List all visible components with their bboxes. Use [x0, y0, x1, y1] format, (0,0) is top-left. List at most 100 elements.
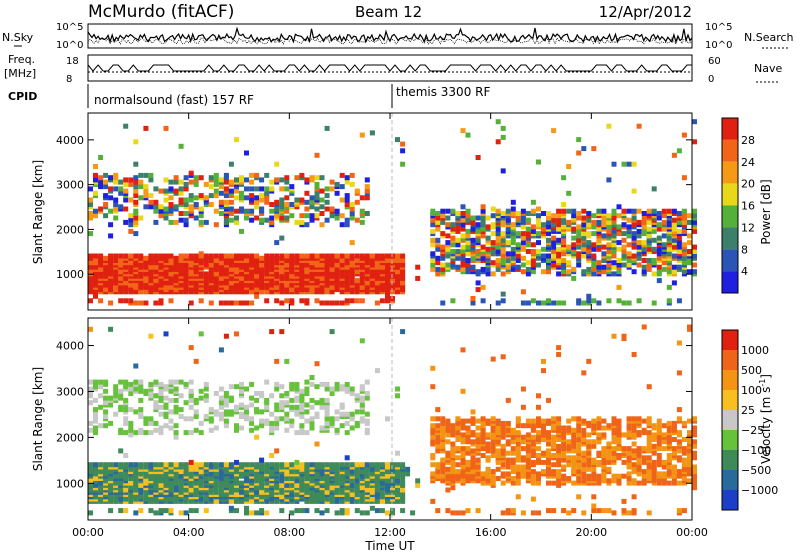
heatmap-cell [123, 379, 129, 385]
heatmap-cell [208, 462, 214, 468]
heatmap-cell [259, 391, 265, 396]
heatmap-cell [556, 271, 562, 277]
heatmap-cell [93, 407, 98, 413]
heatmap-cell [475, 418, 481, 424]
heatmap-cell [213, 462, 219, 468]
heatmap-cell [264, 480, 270, 486]
heatmap-cell [113, 215, 119, 221]
heatmap-cell [440, 244, 446, 250]
heatmap-cell [551, 416, 557, 422]
heatmap-cell [525, 464, 531, 470]
nsearch-tick-top: 10^5 [705, 22, 732, 33]
heatmap-cell [646, 233, 652, 239]
heatmap-cell [239, 190, 244, 196]
heatmap-cell [616, 418, 622, 424]
heatmap-cell [203, 219, 209, 225]
heatmap-cell [581, 478, 587, 484]
heatmap-cell [93, 253, 98, 259]
heatmap-cell [566, 208, 572, 214]
heatmap-cell [687, 324, 692, 330]
heatmap-cell [596, 208, 602, 214]
heatmap-cell [651, 300, 657, 306]
heatmap-cell [173, 423, 179, 429]
heatmap-cell [646, 246, 652, 252]
heatmap-cell [551, 434, 557, 440]
heatmap-cell [460, 266, 466, 272]
power-colorbar-band [722, 183, 738, 206]
heatmap-cell [88, 298, 93, 304]
heatmap-cell [259, 508, 265, 514]
heatmap-cell [576, 455, 582, 461]
heatmap-cell [339, 462, 345, 468]
heatmap-cell [581, 242, 587, 248]
heatmap-cell [520, 404, 526, 410]
heatmap-cell [651, 423, 657, 429]
heatmap-cell [98, 379, 104, 385]
heatmap-cell [450, 235, 456, 241]
heatmap-cell [289, 510, 295, 516]
heatmap-cell [480, 255, 486, 261]
heatmap-cell [646, 455, 652, 461]
heatmap-cell [520, 269, 526, 275]
heatmap-cell [108, 175, 114, 181]
heatmap-cell [551, 249, 557, 254]
velocity-colorbar-tick-6: −500 [741, 464, 771, 477]
heatmap-cell [676, 244, 682, 250]
heatmap-cell [339, 508, 345, 514]
heatmap-cell [93, 462, 98, 468]
heatmap-cell [359, 219, 365, 225]
heatmap-cell [279, 508, 285, 514]
heatmap-cell [601, 222, 607, 228]
heatmap-cell [631, 427, 637, 433]
heatmap-cell [339, 411, 345, 417]
heatmap-cell [480, 284, 486, 290]
heatmap-cell [561, 237, 567, 243]
heatmap-cell [671, 471, 677, 477]
heatmap-cell [510, 240, 516, 246]
heatmap-cell [651, 208, 657, 214]
heatmap-cell [254, 215, 260, 221]
heatmap-cell [460, 211, 466, 216]
heatmap-cell [450, 249, 456, 254]
heatmap-cell [430, 222, 436, 228]
heatmap-cell [520, 446, 526, 452]
heatmap-cell [123, 430, 129, 436]
heatmap-cell [561, 457, 567, 463]
heatmap-cell [364, 211, 370, 216]
heatmap-cell [641, 219, 647, 225]
heatmap-cell [364, 184, 370, 190]
heatmap-cell [510, 446, 516, 452]
power-colorbar-tick-2: 12 [741, 221, 755, 234]
heatmap-cell [692, 262, 697, 268]
heatmap-cell [304, 418, 310, 424]
heatmap-cell [561, 269, 567, 275]
heatmap-cell [636, 446, 642, 452]
heatmap-cell [168, 418, 174, 424]
heatmap-cell [687, 213, 692, 219]
heatmap-cell [586, 211, 592, 216]
heatmap-cell [359, 280, 365, 286]
heatmap-cell [218, 300, 224, 306]
heatmap-cell [551, 453, 557, 458]
heatmap-cell [596, 459, 602, 465]
heatmap-cell [440, 420, 446, 426]
heatmap-cell [93, 172, 98, 178]
heatmap-cell [556, 462, 562, 468]
heatmap-cell [369, 130, 375, 136]
heatmap-cell [450, 485, 456, 491]
heatmap-cell [88, 420, 93, 426]
heatmap-cell [671, 264, 677, 270]
heatmap-cell [158, 430, 164, 436]
heatmap-cell [133, 161, 139, 167]
heatmap-cell [103, 423, 109, 429]
heatmap-cell [515, 446, 521, 452]
heatmap-cell [500, 134, 506, 140]
heatmap-cell [269, 208, 275, 214]
heatmap-cell [349, 172, 355, 178]
heatmap-cell [460, 255, 466, 261]
heatmap-cell [530, 476, 536, 481]
heatmap-cell [646, 510, 652, 516]
heatmap-cell [606, 219, 612, 225]
heatmap-cell [586, 443, 592, 449]
